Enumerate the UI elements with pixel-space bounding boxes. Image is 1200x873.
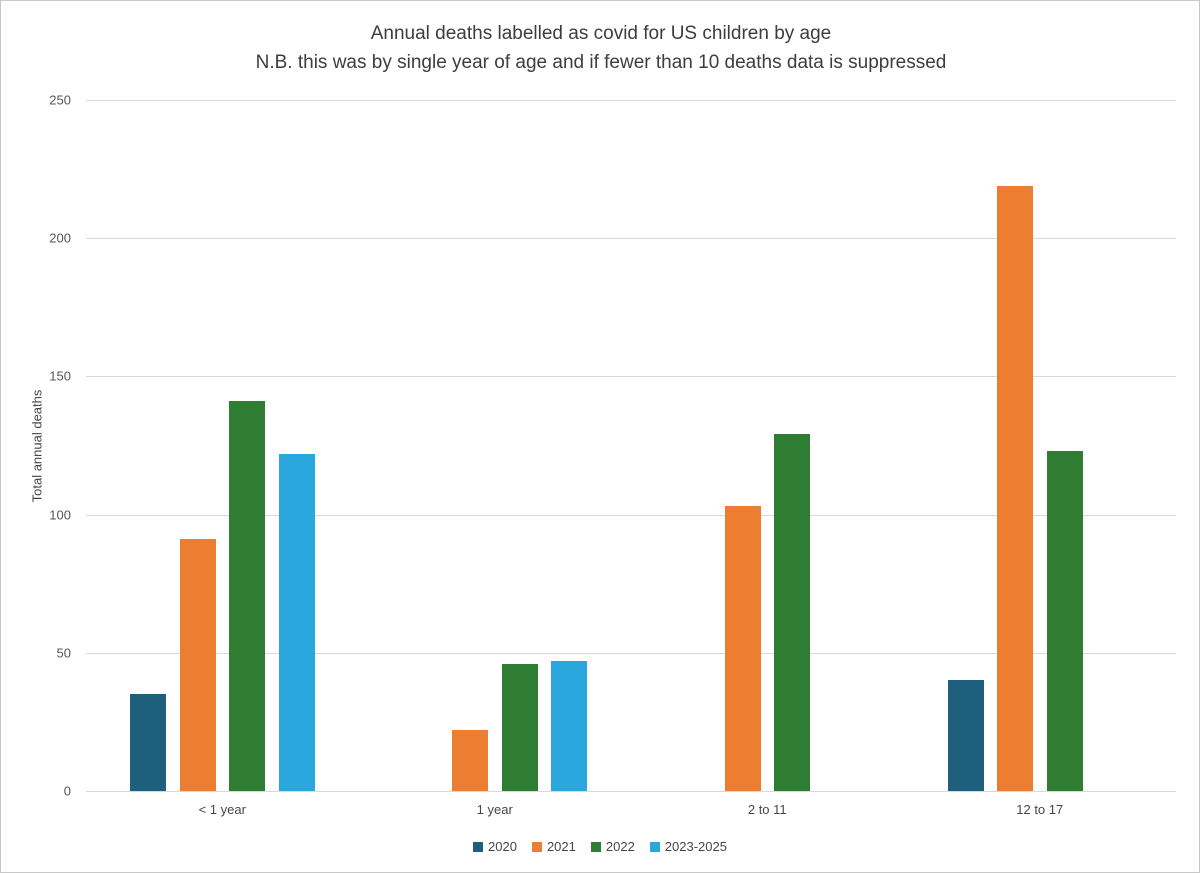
- y-axis-ticks: 0 50 100 150 200 250: [1, 93, 77, 799]
- bar-2020-12-to-17: [947, 680, 984, 791]
- legend-swatch-icon: [590, 841, 601, 852]
- legend-swatch-icon: [531, 841, 542, 852]
- legend-label: 2021: [546, 839, 576, 854]
- bar-2023-2025-1-year: [278, 453, 315, 791]
- gridline-0: [86, 791, 1176, 792]
- plot-area: [86, 100, 1176, 792]
- bar-2022-1-year: [501, 663, 538, 791]
- bar-2022-1-year: [229, 401, 265, 791]
- bar-2021-12-to-17: [997, 185, 1033, 791]
- legend-item-2022: 2022: [590, 839, 635, 854]
- legend-label: 2022: [605, 839, 635, 854]
- x-axis-labels: < 1 year 1 year 2 to 11 12 to 17: [86, 802, 1176, 822]
- bar-2021-1-year: [179, 539, 216, 791]
- legend-swatch-icon: [649, 841, 660, 852]
- gridline-200: [86, 238, 1176, 240]
- y-tick-label-100: 100: [49, 507, 71, 523]
- chart-title: Annual deaths labelled as covid for US c…: [370, 23, 832, 44]
- bar-2021-2-to-11: [724, 506, 761, 791]
- bar-2022-2-to-11: [774, 434, 810, 791]
- gridline-50: [86, 652, 1176, 654]
- y-tick-label-200: 200: [49, 230, 71, 246]
- y-tick-label-0: 0: [63, 783, 71, 799]
- legend-label: 2020: [488, 839, 517, 854]
- chart-title-block: Annual deaths labelled as covid for US c…: [31, 19, 1171, 77]
- legend-item-2021: 2021: [531, 839, 576, 854]
- gridline-150: [86, 376, 1176, 378]
- legend-item-2023-2025: 2023-2025: [649, 839, 727, 854]
- legend-swatch-icon: [473, 841, 484, 852]
- gridline-100: [86, 514, 1176, 516]
- legend: 2020 2021 2022 2023-2025: [1, 839, 1199, 854]
- y-tick-label-150: 150: [49, 368, 71, 384]
- y-tick-label-50: 50: [56, 645, 71, 661]
- legend-label: 2023-2025: [664, 839, 727, 854]
- bar-2023-2025-1-year: [551, 661, 587, 791]
- y-tick-label-250: 250: [49, 92, 71, 108]
- legend-item-2020: 2020: [473, 839, 517, 854]
- x-category-label-2-to-11: 2 to 11: [747, 802, 787, 817]
- gridline-250: [86, 100, 1176, 101]
- bar-2020-1-year: [130, 694, 166, 791]
- bar-2022-12-to-17: [1046, 451, 1083, 791]
- x-category-label-1-year: 1 year: [476, 802, 513, 817]
- x-category-label-12-to-17: 12 to 17: [1016, 802, 1064, 817]
- chart-subtitle: N.B. this was by single year of age and …: [255, 52, 947, 73]
- bar-2021-1-year: [452, 730, 488, 791]
- x-category-label-1-year: < 1 year: [198, 802, 246, 817]
